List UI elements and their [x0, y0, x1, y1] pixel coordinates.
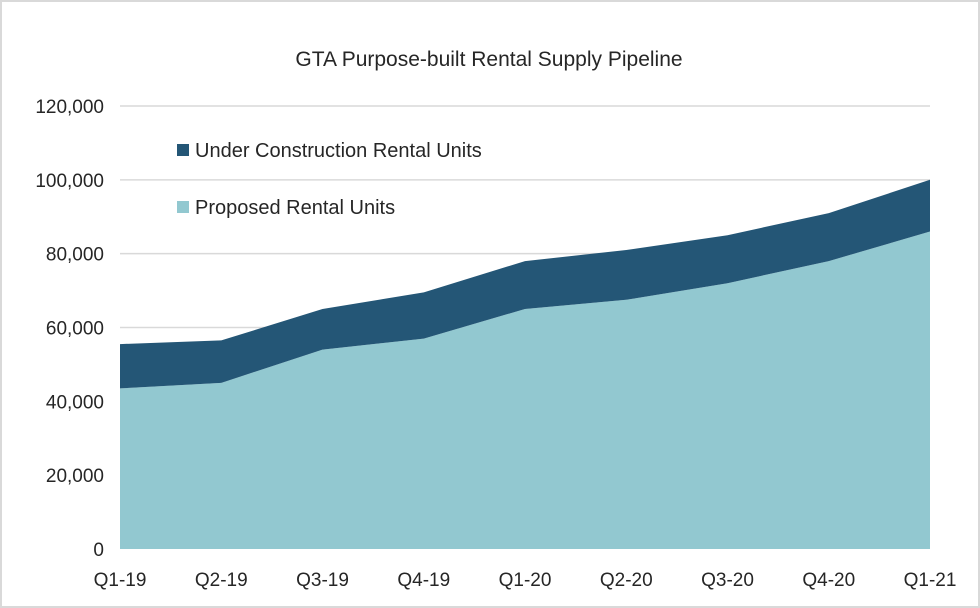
legend-label-proposed-rental-units: Proposed Rental Units [195, 197, 395, 219]
y-tick-label: 0 [93, 540, 104, 561]
y-axis-tick-labels: 0 20,000 40,000 60,000 80,000 100,000 120,000 [35, 97, 104, 561]
x-tick-label: Q1-20 [499, 570, 552, 591]
x-tick-label: Q1-19 [94, 570, 147, 591]
legend-swatch-proposed-rental-units [177, 201, 189, 213]
y-tick-label: 40,000 [46, 392, 104, 413]
x-tick-label: Q4-20 [802, 570, 855, 591]
area-under-construction-rental-units [120, 179, 930, 389]
y-tick-label: 120,000 [35, 97, 104, 118]
x-axis-tick-labels: Q1-19 Q2-19 Q3-19 Q4-19 Q1-20 Q2-20 Q3-20 Q4-20… [94, 570, 957, 591]
y-tick-label: 80,000 [46, 245, 104, 266]
x-tick-label: Q3-19 [296, 570, 349, 591]
y-tick-label: 100,000 [35, 171, 104, 192]
x-tick-label: Q4-19 [397, 570, 450, 591]
legend-swatch-under-construction-rental-units [177, 144, 189, 156]
x-tick-label: Q2-19 [195, 570, 248, 591]
area-series [120, 179, 930, 549]
chart-title: GTA Purpose-built Rental Supply Pipeline [295, 48, 682, 71]
x-tick-label: Q3-20 [701, 570, 754, 591]
area-proposed-rental-units [120, 231, 930, 549]
x-tick-label: Q2-20 [600, 570, 653, 591]
legend: Under Construction Rental Units Proposed … [177, 140, 482, 219]
legend-label-under-construction-rental-units: Under Construction Rental Units [195, 140, 482, 162]
y-tick-label: 20,000 [46, 466, 104, 487]
y-tick-label: 60,000 [46, 319, 104, 340]
x-tick-label: Q1-21 [904, 570, 957, 591]
